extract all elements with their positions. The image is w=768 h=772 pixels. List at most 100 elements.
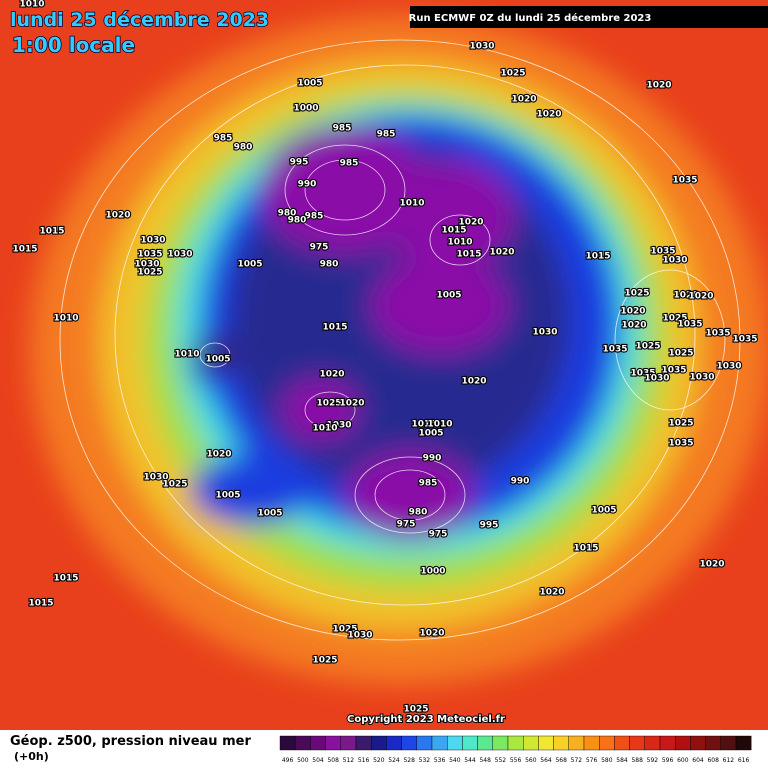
legend-swatch [462, 735, 478, 751]
isobar-label: 1025 [662, 314, 687, 324]
isobar-label: 1020 [673, 291, 698, 301]
legend-label: 544 [464, 757, 476, 764]
isobar-label: 1015 [585, 252, 610, 262]
isobar-label: 980 [278, 209, 297, 219]
isobar-label: 1015 [456, 250, 481, 260]
isobar-label: 1035 [650, 247, 675, 257]
isobar-label: 1005 [237, 260, 262, 270]
isobar-label: 1005 [257, 509, 282, 519]
isobar-label: 1010 [447, 238, 472, 248]
isobar-label: 975 [397, 520, 416, 530]
isobar-label: 985 [377, 130, 396, 140]
isobar-label: 1035 [661, 366, 686, 376]
isobar-label: 1025 [668, 419, 693, 429]
isobar-label: 1010 [399, 199, 424, 209]
isobar-label: 1035 [630, 369, 655, 379]
isobar-label: 1025 [332, 625, 357, 635]
isobar-label: 985 [333, 124, 352, 134]
isobar-label: 1005 [418, 429, 443, 439]
legend-label: 532 [419, 757, 431, 764]
legend-swatch [477, 735, 494, 751]
isobar-label: 1025 [668, 349, 693, 359]
legend-label: 496 [282, 757, 294, 764]
isobar-label: 1030 [532, 328, 557, 338]
legend-label: 536 [434, 757, 446, 764]
isobar-label: 995 [480, 521, 499, 531]
isobar-label: 1030 [134, 260, 159, 270]
legend-swatch [599, 735, 615, 751]
legend-swatch [416, 735, 433, 751]
legend-label: 500 [297, 757, 309, 764]
legend-swatch [614, 735, 630, 751]
legend-label: 512 [343, 757, 355, 764]
title: lundi 25 décembre 2023 [10, 9, 269, 31]
legend-label: 616 [738, 757, 750, 764]
isobar-label: 1035 [705, 329, 730, 339]
isobar-label: 1020 [688, 292, 713, 302]
legend-label: 600 [677, 757, 689, 764]
legend-swatch [355, 735, 372, 751]
legend-label: 504 [312, 757, 324, 764]
isobar-label: 1025 [137, 268, 162, 278]
isobar-label: 1030 [469, 42, 494, 52]
legend-label: 572 [571, 757, 583, 764]
legend-label: 592 [647, 757, 659, 764]
legend-label: 584 [616, 757, 628, 764]
legend-swatch [431, 735, 448, 751]
isobar-label: 1020 [489, 248, 514, 258]
copyright: Copyright 2023 Meteociel.fr [347, 714, 505, 725]
legend-swatch [523, 735, 539, 751]
legend-swatch [644, 735, 661, 751]
legend-label: 612 [723, 757, 735, 764]
isobar-label: 1015 [28, 599, 53, 609]
legend-swatch [279, 735, 296, 751]
subtitle: 1:00 locale [12, 33, 135, 57]
isobar-label: 1035 [668, 439, 693, 449]
isobar-label: 1030 [167, 250, 192, 260]
isobar-label: 1035 [677, 320, 702, 330]
isobar-label: 1030 [644, 374, 669, 384]
isobar-label: 1005 [297, 79, 322, 89]
isobar-label: 975 [310, 243, 329, 253]
isobar-label: 1025 [500, 69, 525, 79]
isobar-label: 1020 [646, 81, 671, 91]
legend-swatch [371, 735, 387, 751]
isobar-label: 1030 [689, 373, 714, 383]
legend-swatch [401, 735, 418, 751]
isobar-label: 1005 [591, 506, 616, 516]
isobar-label: 1015 [441, 226, 466, 236]
legend-label: 596 [662, 757, 674, 764]
legend-swatch [735, 735, 752, 751]
legend-label: 508 [327, 757, 339, 764]
isobar-label: 1010 [53, 314, 78, 324]
legend-label: 524 [388, 757, 400, 764]
isobar-label: 1015 [322, 323, 347, 333]
legend-label: 588 [631, 757, 643, 764]
legend-swatch [447, 735, 463, 751]
legend-swatch [675, 735, 691, 751]
isobar-label: 990 [423, 454, 442, 464]
legend-label: 520 [373, 757, 385, 764]
legend-label: 528 [403, 757, 415, 764]
legend-label: 560 [525, 757, 537, 764]
product-label: Géop. z500, pression niveau mer [10, 734, 251, 749]
lead-time: (+0h) [14, 750, 49, 763]
isobar-label: 985 [305, 212, 324, 222]
isobar-label: 1020 [461, 377, 486, 387]
isobar-label: 980 [409, 508, 428, 518]
isobar-label: 1035 [732, 335, 757, 345]
legend-swatch [507, 735, 524, 751]
legend-label: 576 [586, 757, 598, 764]
legend-swatch [553, 735, 569, 751]
isobar-label: 1005 [205, 355, 230, 365]
isobar-label: 1010 [19, 0, 44, 10]
legend: 496 500 504 508 512 516 520 524 528 532 536 540 544 5… [279, 735, 752, 764]
isobar-label: 1000 [293, 104, 318, 114]
legend-swatch [492, 735, 509, 751]
isobar-label: 1015 [573, 544, 598, 554]
isobar-label: 1025 [403, 705, 428, 715]
isobar-label: 1030 [143, 473, 168, 483]
isobar-label: 985 [419, 479, 438, 489]
